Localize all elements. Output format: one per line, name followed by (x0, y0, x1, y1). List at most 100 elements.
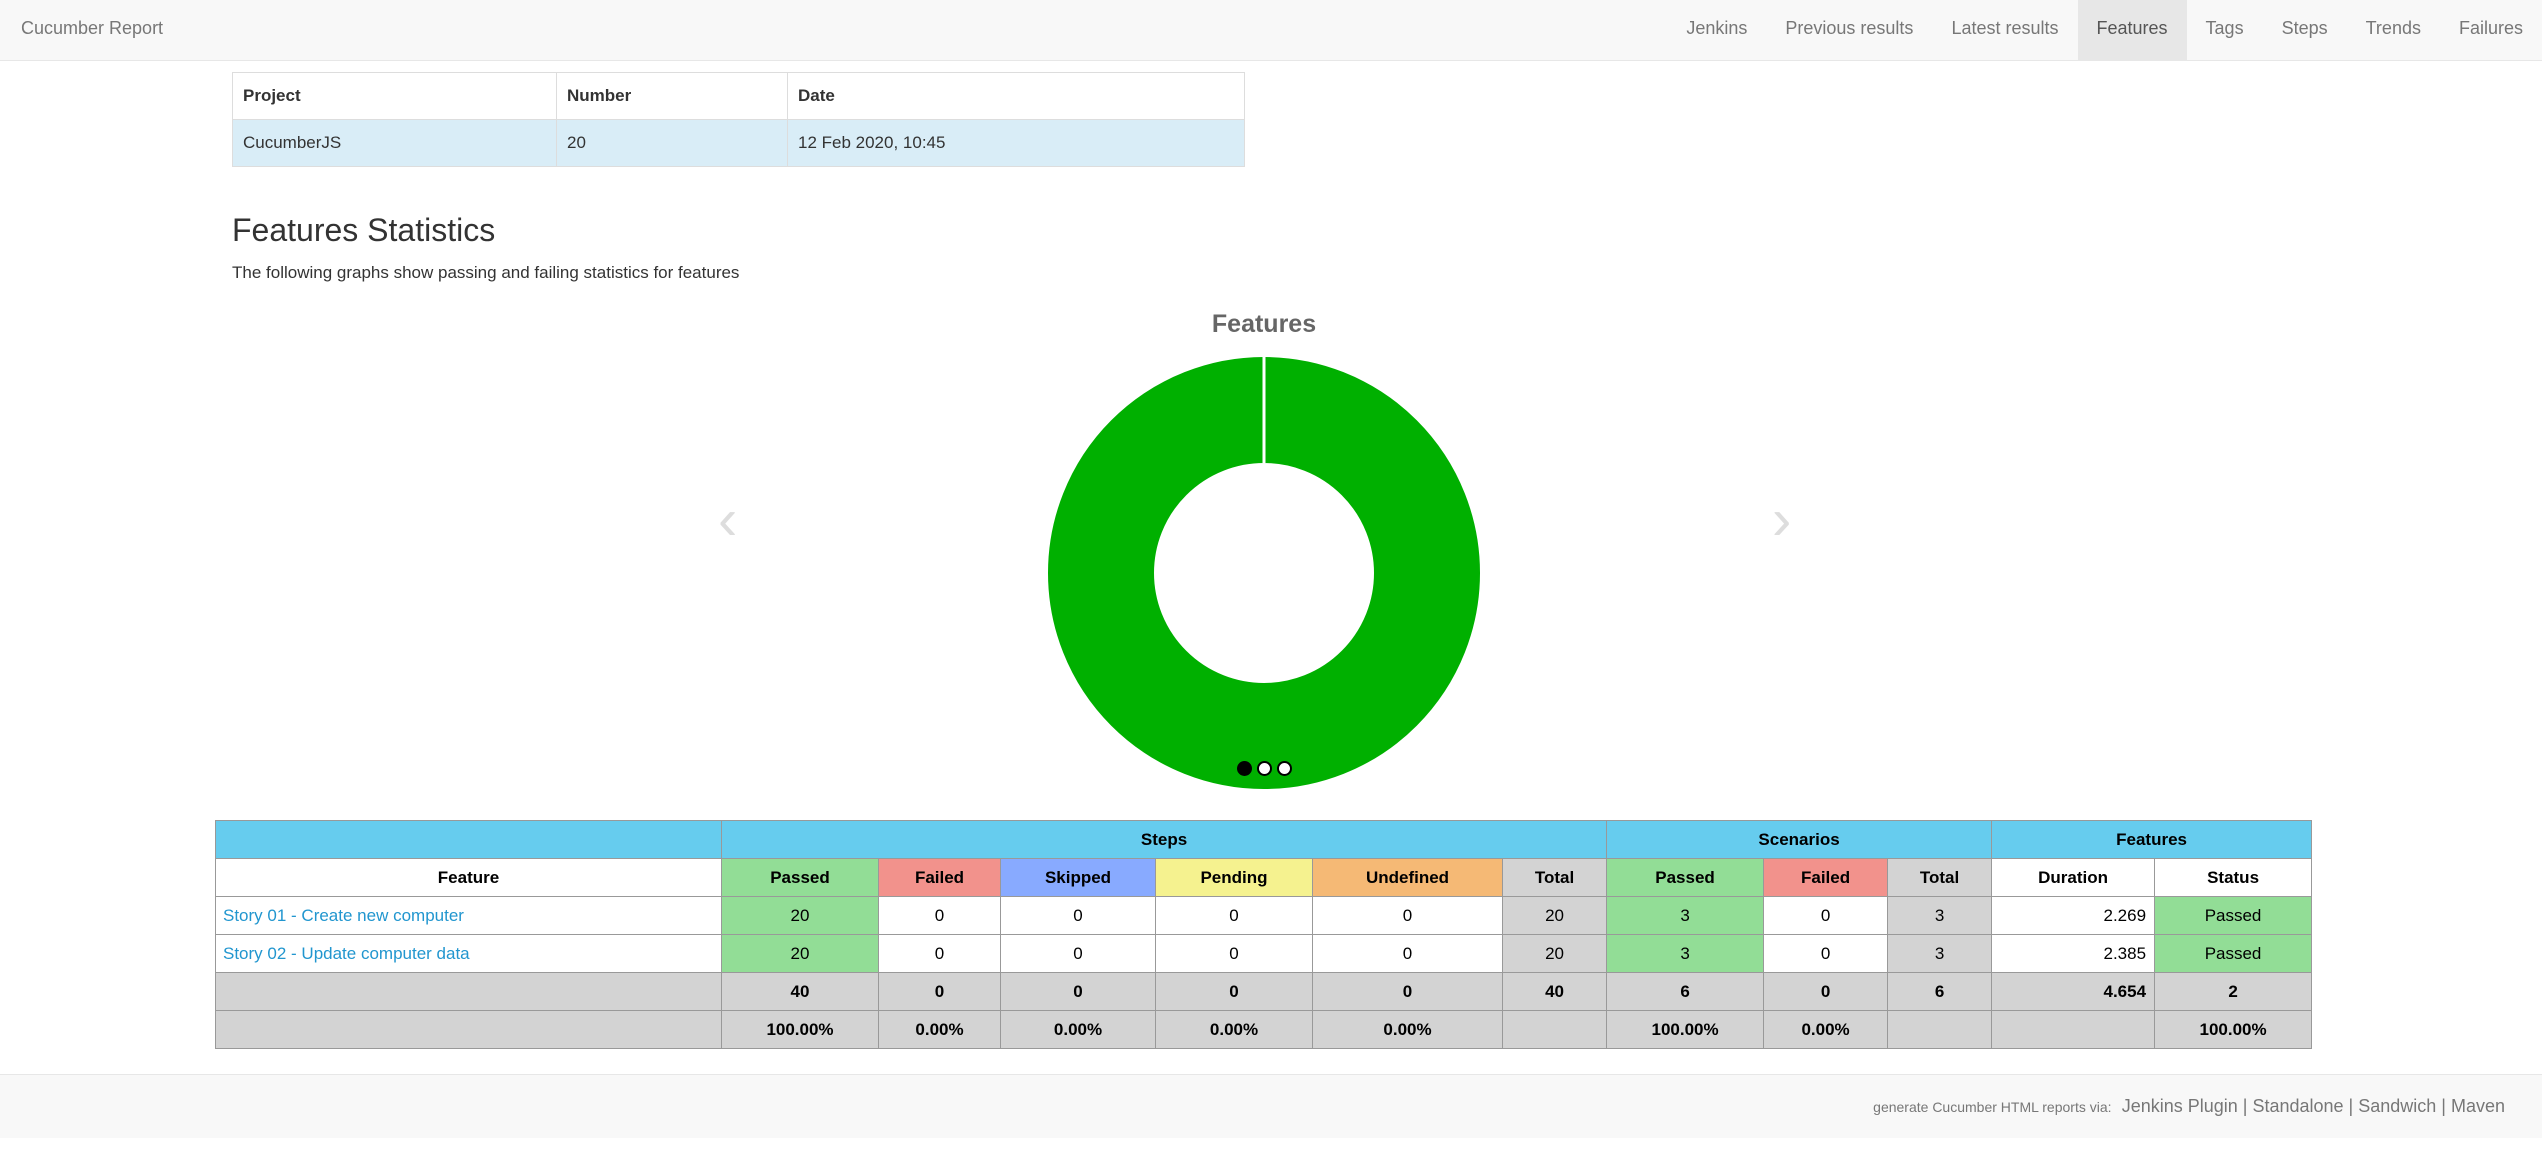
nav-item-latest-results[interactable]: Latest results (1951, 18, 2059, 38)
totals-duration: 4.654 (1991, 972, 2156, 1011)
date-value: 12 Feb 2020, 10:45 (787, 119, 1245, 167)
carousel-indicator-1[interactable] (1237, 761, 1252, 776)
nav-item-features[interactable]: Features (2077, 0, 2187, 60)
steps-undefined-cell: 0 (1312, 934, 1503, 973)
feature-stats-table: Steps Scenarios Features Feature Passed … (215, 820, 2313, 1049)
build-info-table: Project Number Date CucumberJS 20 12 Feb… (232, 72, 1245, 167)
scenarios-total-cell: 3 (1887, 934, 1993, 973)
section-description: The following graphs show passing and fa… (232, 263, 740, 282)
percent-scenarios-failed: 0.00% (1763, 1010, 1889, 1049)
footer-separator: | (2237, 1096, 2253, 1116)
totals-steps-total: 40 (1501, 972, 1608, 1011)
footer-link-jenkins-plugin[interactable]: Jenkins Plugin (2121, 1096, 2238, 1116)
footer-text: generate Cucumber HTML reports via: Jenk… (1873, 1096, 2505, 1117)
stats-group-header-row: Steps Scenarios Features (215, 820, 2313, 859)
number-value: 20 (556, 119, 788, 167)
nav-item-steps[interactable]: Steps (2281, 18, 2328, 38)
col-scenarios-failed[interactable]: Failed (1763, 858, 1889, 897)
footer-link-sandwich[interactable]: Sandwich (2358, 1096, 2437, 1116)
percent-scenarios-total (1887, 1010, 1993, 1049)
col-scenarios-total[interactable]: Total (1887, 858, 1993, 897)
nav-item-failures[interactable]: Failures (2458, 18, 2523, 38)
status-cell: Passed (2154, 934, 2313, 973)
percent-steps-total (1501, 1010, 1608, 1049)
footer-link-maven[interactable]: Maven (2450, 1096, 2505, 1116)
features-donut-chart[interactable] (1046, 355, 1482, 791)
percentages-row: 100.00% 0.00% 0.00% 0.00% 0.00% 100.00% … (215, 1010, 2313, 1049)
percent-steps-pending: 0.00% (1155, 1010, 1313, 1049)
totals-scenarios-failed: 0 (1763, 972, 1889, 1011)
percent-label-cell (215, 1010, 722, 1049)
totals-row: 40 0 0 0 0 40 6 0 6 4.654 2 (215, 972, 2313, 1011)
totals-steps-pending: 0 (1155, 972, 1313, 1011)
feature-link[interactable]: Story 01 - Create new computer (215, 896, 722, 935)
col-status[interactable]: Status (2154, 858, 2313, 897)
percent-status: 100.00% (2154, 1010, 2313, 1049)
col-scenarios-passed[interactable]: Passed (1606, 858, 1765, 897)
steps-undefined-cell: 0 (1312, 896, 1503, 935)
nav-item-jenkins[interactable]: Jenkins (1686, 18, 1748, 38)
col-steps-skipped[interactable]: Skipped (1000, 858, 1156, 897)
totals-steps-skipped: 0 (1000, 972, 1156, 1011)
nav-item-trends[interactable]: Trends (2365, 18, 2421, 38)
footer: generate Cucumber HTML reports via: Jenk… (0, 1074, 2542, 1138)
build-info-row: CucumberJS 20 12 Feb 2020, 10:45 (232, 119, 1245, 167)
totals-steps-undefined: 0 (1312, 972, 1503, 1011)
percent-steps-failed: 0.00% (878, 1010, 1001, 1049)
steps-total-cell: 20 (1501, 934, 1608, 973)
header-project: Project (232, 72, 557, 120)
group-header-steps: Steps (720, 820, 1608, 859)
footer-separator: | (2436, 1096, 2451, 1116)
totals-status: 2 (2154, 972, 2313, 1011)
footer-separator: | (2343, 1096, 2359, 1116)
totals-label-cell (215, 972, 722, 1011)
steps-passed-cell: 20 (721, 896, 879, 935)
nav-item-previous-results[interactable]: Previous results (1785, 18, 1914, 38)
col-steps-pending[interactable]: Pending (1155, 858, 1313, 897)
carousel-next-icon[interactable]: › (1772, 487, 1792, 552)
duration-cell: 2.269 (1991, 896, 2156, 935)
nav-item-tags[interactable]: Tags (2205, 18, 2244, 38)
carousel-indicator-2[interactable] (1257, 761, 1272, 776)
status-cell: Passed (2154, 896, 2313, 935)
group-header-scenarios: Scenarios (1606, 820, 1993, 859)
scenarios-total-cell: 3 (1887, 896, 1993, 935)
col-steps-undefined[interactable]: Undefined (1312, 858, 1503, 897)
carousel-prev-icon[interactable]: ‹ (718, 487, 738, 552)
feature-link[interactable]: Story 02 - Update computer data (215, 934, 722, 973)
build-info-header-row: Project Number Date (232, 72, 1245, 120)
col-duration[interactable]: Duration (1991, 858, 2156, 897)
navbar: Cucumber Report Jenkins Previous results… (0, 0, 2542, 61)
totals-steps-failed: 0 (878, 972, 1001, 1011)
steps-pending-cell: 0 (1155, 896, 1313, 935)
percent-steps-passed: 100.00% (721, 1010, 879, 1049)
scenarios-failed-cell: 0 (1763, 934, 1889, 973)
group-header-blank (215, 820, 722, 859)
carousel-indicator-3[interactable] (1277, 761, 1292, 776)
scenarios-failed-cell: 0 (1763, 896, 1889, 935)
brand-link[interactable]: Cucumber Report (21, 18, 164, 38)
header-number: Number (556, 72, 788, 120)
steps-failed-cell: 0 (878, 934, 1001, 973)
project-value: CucumberJS (232, 119, 557, 167)
steps-pending-cell: 0 (1155, 934, 1313, 973)
footer-link-standalone[interactable]: Standalone (2252, 1096, 2344, 1116)
steps-total-cell: 20 (1501, 896, 1608, 935)
col-steps-total[interactable]: Total (1501, 858, 1608, 897)
col-steps-failed[interactable]: Failed (878, 858, 1001, 897)
group-header-features: Features (1991, 820, 2313, 859)
section-title: Features Statistics (232, 212, 496, 248)
carousel-indicators (1237, 761, 1292, 776)
totals-steps-passed: 40 (721, 972, 879, 1011)
col-steps-passed[interactable]: Passed (721, 858, 879, 897)
percent-steps-undefined: 0.00% (1312, 1010, 1503, 1049)
col-feature[interactable]: Feature (215, 858, 722, 897)
steps-skipped-cell: 0 (1000, 896, 1156, 935)
table-row: Story 01 - Create new computer 20 0 0 0 … (215, 896, 2313, 935)
steps-skipped-cell: 0 (1000, 934, 1156, 973)
totals-scenarios-passed: 6 (1606, 972, 1765, 1011)
stats-column-header-row: Feature Passed Failed Skipped Pending Un… (215, 858, 2313, 897)
steps-passed-cell: 20 (721, 934, 879, 973)
percent-steps-skipped: 0.00% (1000, 1010, 1156, 1049)
footer-label: generate Cucumber HTML reports via: (1873, 1099, 2112, 1115)
